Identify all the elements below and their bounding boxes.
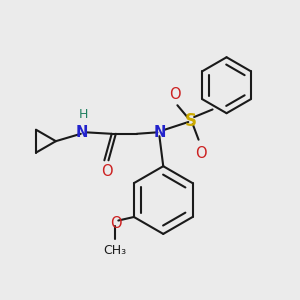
Text: O: O (195, 146, 206, 160)
Text: CH₃: CH₃ (103, 244, 126, 257)
Text: O: O (169, 87, 180, 102)
Text: H: H (79, 108, 88, 121)
Text: N: N (76, 125, 88, 140)
Text: O: O (110, 216, 122, 231)
Text: O: O (101, 164, 113, 179)
Text: S: S (185, 112, 197, 130)
Text: N: N (154, 125, 167, 140)
